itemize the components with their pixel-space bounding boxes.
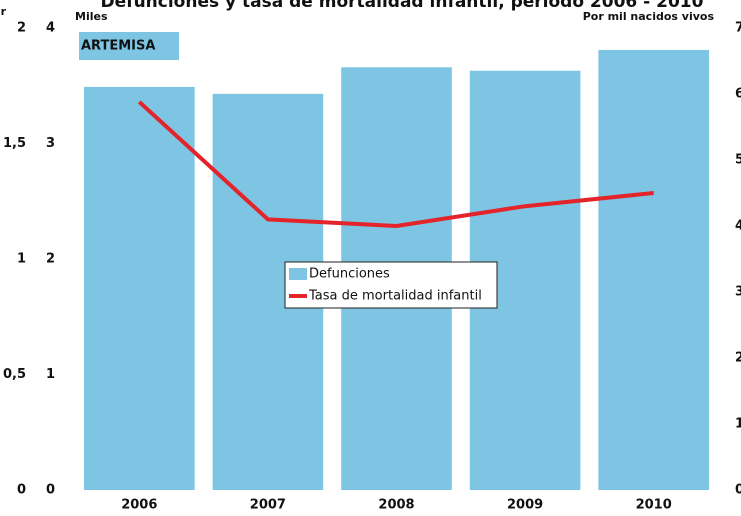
tick-label: 0	[17, 483, 26, 498]
chart-title: Defunciones y tasa de mortalidad infanti…	[101, 0, 704, 12]
tick-label: 1	[17, 252, 26, 267]
tick-label: 5	[735, 153, 741, 168]
legend-label: Tasa de mortalidad infantil	[308, 289, 482, 304]
subtitle: ARTEMISA	[81, 39, 155, 54]
tick-label: 0	[735, 483, 741, 498]
tick-label: 6	[735, 87, 741, 102]
bar	[598, 49, 709, 490]
tick-label: 0	[46, 483, 55, 498]
tick-label: 2	[46, 252, 55, 267]
tick-label: 1	[735, 417, 741, 432]
subtitle-box	[79, 32, 179, 60]
x-tick-label: 2006	[121, 498, 157, 513]
tick-label: 7	[735, 21, 741, 36]
x-tick-label: 2010	[636, 498, 672, 513]
x-tick-label: 2008	[378, 498, 414, 513]
tick-label: 1,5	[3, 136, 26, 151]
y-axis-label: Miles	[75, 10, 108, 23]
legend-label: Defunciones	[309, 267, 390, 282]
x-tick-label: 2007	[250, 498, 286, 513]
x-tick-label: 2009	[507, 498, 543, 513]
tick-label: 0,5	[3, 367, 26, 382]
tick-label: 4	[735, 219, 741, 234]
legend-swatch	[289, 268, 307, 280]
y2-axis-label: Por mil nacidos vivos	[583, 10, 715, 23]
bar	[84, 86, 195, 490]
tick-label: 1	[46, 367, 55, 382]
tick-label: 4	[46, 21, 55, 36]
tick-label: 3	[735, 285, 741, 300]
tick-label: 2	[735, 351, 741, 366]
legend-box	[284, 261, 498, 309]
outer-axis-label: r	[1, 5, 7, 18]
line	[137, 100, 654, 229]
tick-label: 2	[17, 21, 26, 36]
tick-label: 3	[46, 136, 55, 151]
